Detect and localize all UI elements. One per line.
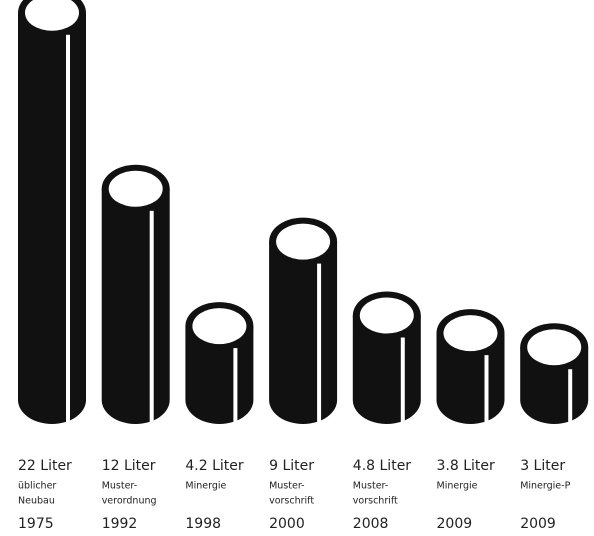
year: 2008 bbox=[353, 516, 389, 532]
highlight bbox=[400, 337, 405, 422]
highlight bbox=[233, 348, 238, 422]
cylinder-opening bbox=[25, 0, 79, 31]
description: Muster- bbox=[353, 481, 388, 492]
value-label: 3.8 Liter bbox=[437, 458, 496, 474]
value-label: 12 Liter bbox=[102, 458, 156, 474]
cylinder-opening bbox=[108, 170, 163, 207]
value-label: 3 Liter bbox=[520, 458, 565, 474]
highlight bbox=[149, 210, 154, 422]
year: 1998 bbox=[185, 516, 221, 532]
description: Minergie-P bbox=[520, 481, 570, 492]
value-label: 9 Liter bbox=[269, 458, 314, 474]
value-label: 4.2 Liter bbox=[185, 458, 244, 474]
description: vorschrift bbox=[353, 496, 398, 507]
cylinder-opening bbox=[192, 308, 247, 345]
cylinder bbox=[269, 241, 338, 425]
cylinder-opening bbox=[527, 329, 582, 366]
description: Minergie bbox=[185, 481, 226, 492]
highlight bbox=[66, 34, 70, 423]
description: üblicher bbox=[18, 481, 56, 492]
cylinder-opening bbox=[276, 223, 331, 260]
year: 1975 bbox=[18, 516, 54, 532]
highlight bbox=[484, 355, 489, 422]
description: Muster- bbox=[269, 481, 304, 492]
year: 1992 bbox=[102, 516, 138, 532]
cylinder bbox=[18, 12, 86, 425]
cylinder bbox=[101, 188, 170, 425]
value-label: 22 Liter bbox=[18, 458, 72, 474]
value-label: 4.8 Liter bbox=[353, 458, 412, 474]
description: verordnung bbox=[102, 496, 157, 507]
year: 2009 bbox=[520, 516, 556, 532]
description: vorschrift bbox=[269, 496, 314, 507]
highlight bbox=[568, 369, 573, 422]
description: Muster- bbox=[102, 481, 137, 492]
description: Minergie bbox=[437, 481, 478, 492]
year: 2000 bbox=[269, 516, 305, 532]
year: 2009 bbox=[437, 516, 473, 532]
description: Neubau bbox=[18, 496, 55, 507]
cylinder-opening bbox=[359, 297, 414, 334]
highlight bbox=[317, 263, 322, 422]
cylinder-opening bbox=[443, 315, 498, 352]
